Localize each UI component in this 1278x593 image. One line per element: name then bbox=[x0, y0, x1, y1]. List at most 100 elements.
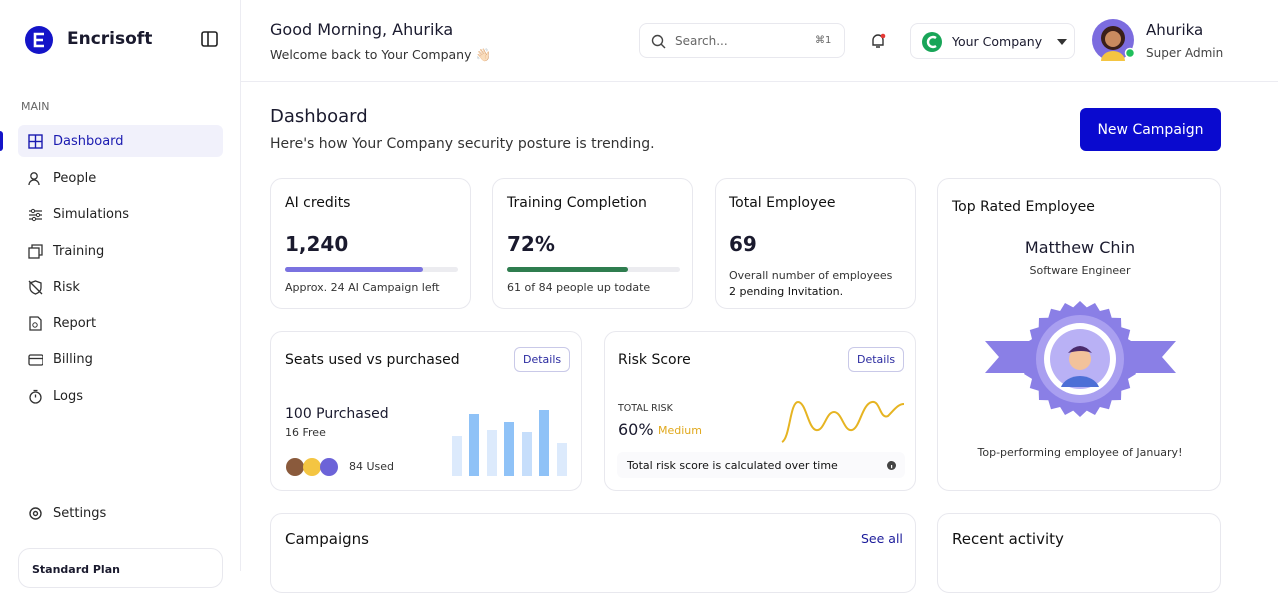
user-role: Super Admin bbox=[1146, 46, 1224, 60]
brand: Encrisoft bbox=[67, 29, 153, 49]
card-note: Overall number of employees bbox=[729, 269, 893, 282]
header: Good Morning, Ahurika Welcome back to Yo… bbox=[241, 0, 1278, 82]
employee-role: Software Engineer bbox=[1029, 264, 1131, 277]
used: 84 Used bbox=[349, 460, 395, 473]
card-value: 72% bbox=[507, 232, 555, 256]
risk-label: TOTAL RISK bbox=[618, 403, 673, 414]
nav-item[interactable]: Simulations bbox=[18, 198, 223, 230]
risk-value: 60% bbox=[618, 420, 654, 439]
nav-icon bbox=[29, 208, 42, 221]
info-icon[interactable] bbox=[887, 461, 896, 470]
training-card: Training Completion 72% 61 of 84 people … bbox=[492, 178, 693, 309]
seats-mini-chart bbox=[452, 410, 567, 476]
greeting: Good Morning, Ahurika bbox=[270, 20, 454, 39]
details-button[interactable]: Details bbox=[514, 347, 571, 372]
risk-trend-line bbox=[781, 400, 905, 443]
risk-level: Medium bbox=[658, 424, 702, 437]
employee-card: Total Employee 69 Overall number of empl… bbox=[715, 178, 916, 309]
button-label: New Campaign bbox=[1097, 121, 1204, 138]
pending-note: 2 pending Invitation. bbox=[729, 285, 844, 298]
nav-item[interactable]: People bbox=[18, 162, 223, 194]
search-box[interactable]: Search... ⌘1 bbox=[639, 23, 845, 58]
collapse-button[interactable] bbox=[201, 31, 218, 47]
nav-item[interactable]: Dashboard bbox=[18, 125, 223, 157]
page-title: Dashboard bbox=[270, 106, 368, 127]
company-logo bbox=[922, 32, 942, 52]
card-note: 61 of 84 people up todate bbox=[507, 281, 651, 294]
nav-label: Dashboard bbox=[53, 133, 124, 149]
progress-track bbox=[507, 267, 680, 272]
card-note: Approx. 24 AI Campaign left bbox=[285, 281, 440, 294]
nav-label: Risk bbox=[53, 279, 80, 295]
nav-label: Billing bbox=[53, 351, 93, 367]
nav-icon bbox=[28, 353, 43, 366]
plan-label: Standard Plan bbox=[32, 563, 120, 576]
nav-item[interactable]: Training bbox=[18, 235, 223, 267]
see-all-link[interactable]: See all bbox=[861, 531, 903, 546]
seats-card: Seats used vs purchased Details 100 Purc… bbox=[270, 331, 582, 491]
nav-icon bbox=[29, 315, 42, 331]
card-value: 69 bbox=[729, 232, 757, 256]
nav-item[interactable]: Logs bbox=[18, 380, 223, 412]
company-selector[interactable]: Your Company bbox=[910, 23, 1075, 59]
nav-icon bbox=[28, 171, 40, 185]
new-campaign-button[interactable]: New Campaign bbox=[1080, 108, 1221, 151]
badge-caption: Top-performing employee of January! bbox=[977, 446, 1183, 459]
card-title: Risk Score bbox=[618, 352, 691, 368]
nav-item[interactable]: Risk bbox=[18, 271, 223, 303]
nav-label: Training bbox=[53, 243, 105, 259]
plan-box: Standard Plan bbox=[18, 548, 223, 588]
progress-track bbox=[285, 267, 458, 272]
sidebar: Encrisoft MAIN Dashboard People Simulation… bbox=[0, 0, 241, 588]
page-subtitle: Here's how Your Company security posture… bbox=[270, 136, 655, 152]
card-title: Total Employee bbox=[729, 195, 836, 211]
nav-icon bbox=[28, 133, 43, 149]
nav-item[interactable]: Report bbox=[18, 307, 223, 339]
top-rated-card: Top Rated Employee Matthew Chin Software… bbox=[937, 178, 1221, 491]
nav-label: Logs bbox=[53, 388, 83, 404]
card-title: Top Rated Employee bbox=[952, 199, 1095, 215]
employee-name: Matthew Chin bbox=[1024, 238, 1136, 257]
free: 16 Free bbox=[285, 426, 326, 439]
risk-note: Total risk score is calculated over time bbox=[627, 459, 838, 472]
notification-button[interactable] bbox=[869, 32, 887, 50]
company-name: Your Company bbox=[952, 34, 1043, 49]
progress-fill bbox=[285, 267, 424, 272]
nav-icon bbox=[28, 279, 43, 295]
card-title: Recent activity bbox=[952, 530, 1064, 548]
user-avatars bbox=[286, 458, 338, 476]
nav-icon bbox=[29, 389, 42, 404]
nav-label: Report bbox=[53, 315, 97, 331]
section-label: MAIN bbox=[21, 100, 50, 113]
active-indicator bbox=[0, 131, 3, 151]
nav-icon bbox=[29, 506, 42, 520]
purchased: 100 Purchased bbox=[285, 406, 389, 422]
card-title: Campaigns bbox=[285, 530, 370, 548]
risk-card: Risk Score Details TOTAL RISK 60% Medium… bbox=[604, 331, 916, 491]
card-title: Seats used vs purchased bbox=[285, 352, 460, 368]
logo bbox=[25, 26, 53, 54]
details-button[interactable]: Details bbox=[848, 347, 905, 372]
nav-item[interactable]: Billing bbox=[18, 343, 223, 375]
card-title: Training Completion bbox=[507, 195, 647, 211]
nav-label: Settings bbox=[53, 505, 107, 521]
search-placeholder: Search... bbox=[675, 34, 728, 48]
search-icon bbox=[651, 34, 666, 49]
activity-card: Recent activity bbox=[937, 513, 1221, 593]
nav-label: People bbox=[53, 170, 97, 186]
dropdown-caret bbox=[1057, 39, 1067, 45]
welcome: Welcome back to Your Company 👋🏻 bbox=[270, 47, 492, 62]
progress-fill bbox=[507, 267, 629, 272]
risk-note-bar: Total risk score is calculated over time bbox=[617, 452, 905, 478]
nav-icon bbox=[28, 243, 43, 259]
user-avatar[interactable] bbox=[1091, 18, 1137, 64]
search-shortcut: ⌘1 bbox=[815, 35, 832, 46]
campaigns-card: Campaigns See all bbox=[270, 513, 916, 593]
award-badge bbox=[985, 301, 1176, 417]
user-name: Ahurika bbox=[1146, 21, 1204, 39]
card-title: AI credits bbox=[285, 195, 351, 211]
card-value: 1,240 bbox=[285, 232, 349, 256]
nav-label: Simulations bbox=[53, 206, 130, 222]
nav-item[interactable]: Settings bbox=[18, 497, 223, 529]
